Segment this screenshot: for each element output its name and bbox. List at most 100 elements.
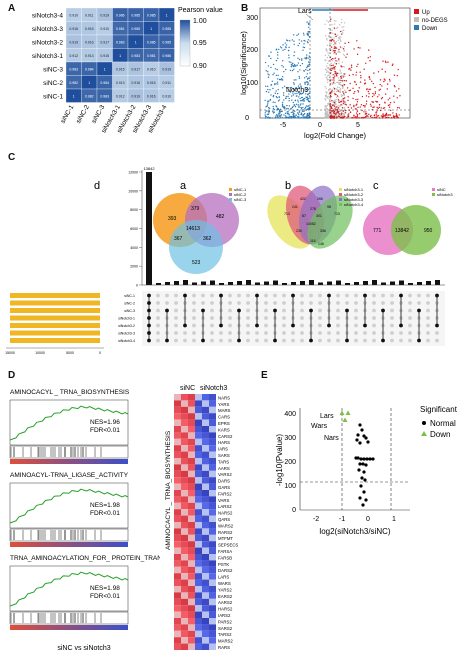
heat-cell	[174, 637, 181, 644]
volcano-point	[352, 97, 354, 100]
heatmap-cell-value: 0.984	[100, 81, 109, 85]
heat-cell	[209, 406, 216, 414]
intersection-bar	[354, 282, 359, 285]
volcano-point	[364, 82, 366, 85]
volcano-point	[389, 109, 392, 112]
volcano-point	[275, 49, 277, 51]
volcano-point	[292, 112, 295, 114]
heat-cell	[209, 554, 216, 561]
rank-gradient	[42, 625, 44, 630]
volcano-point	[305, 109, 308, 111]
volcano-point	[298, 116, 300, 118]
volcano-point	[378, 104, 381, 106]
volcano-point	[326, 81, 329, 84]
gene-label: LARS	[218, 575, 229, 580]
heat-cell	[202, 464, 209, 471]
heat-cell	[181, 560, 188, 567]
volcano-point	[357, 63, 359, 66]
volcano-point	[345, 91, 347, 93]
volcano-point	[302, 99, 304, 101]
volcano-point	[269, 98, 272, 101]
volcano-point	[287, 107, 289, 110]
volcano-point	[307, 41, 309, 44]
rank-gradient	[114, 459, 116, 464]
heatmap-cell-value: 0.981	[116, 27, 125, 31]
volcano-point	[329, 49, 332, 52]
e-xtick: -1	[339, 516, 345, 523]
volcano-point	[341, 112, 343, 114]
volcano-point	[331, 29, 333, 31]
matrix-dot	[237, 301, 241, 305]
venn-b-value: 265	[317, 197, 323, 201]
volcano-point	[382, 114, 384, 116]
matrix-dot	[264, 301, 268, 305]
volcano-point	[384, 114, 386, 116]
volcano-point	[334, 65, 336, 68]
matrix-dot	[318, 293, 322, 298]
volcano-point	[302, 100, 305, 102]
matrix-dot	[156, 308, 160, 313]
subpanel-label-d: d	[94, 180, 100, 192]
heat-cell	[188, 547, 195, 554]
volcano-point	[293, 40, 295, 42]
volcano-point	[278, 48, 280, 51]
rank-gradient	[78, 542, 80, 547]
gene-label: SARS	[218, 453, 230, 458]
volcano-point	[278, 96, 280, 98]
intersection-bar	[210, 280, 215, 285]
gene-label: TARS2	[218, 632, 232, 637]
volcano-point	[288, 100, 290, 102]
volcano-point	[345, 109, 347, 112]
heat-side-label: AMINOCACYL _ TRNA_BIOSYNTHESIS	[165, 430, 172, 550]
matrix-dot	[264, 331, 268, 335]
volcano-point	[267, 107, 270, 109]
heat-cell	[209, 509, 216, 516]
intersection-bar	[327, 281, 332, 285]
volcano-point	[298, 58, 301, 61]
volcano-point	[278, 109, 281, 112]
volcano-point	[348, 89, 350, 92]
heat-cell	[202, 547, 209, 554]
normal-point	[361, 503, 365, 507]
volcano-point	[332, 81, 335, 83]
volcano-point	[383, 107, 386, 109]
volcano-point	[343, 79, 346, 82]
volcano-point	[338, 58, 340, 60]
volcano-point	[277, 57, 279, 59]
volcano-point	[396, 74, 399, 77]
matrix-dot	[381, 293, 385, 298]
rank-gradient	[12, 542, 14, 547]
rank-gradient	[122, 542, 124, 547]
volcano-point	[346, 117, 348, 119]
heat-cell	[202, 618, 209, 625]
volcano-point	[307, 30, 310, 33]
volcano-point	[335, 41, 338, 43]
volcano-point	[334, 75, 336, 77]
volcano-point	[339, 30, 342, 33]
matrix-dot	[381, 338, 385, 343]
volcano-point	[332, 104, 334, 107]
heat-cell	[195, 586, 202, 593]
volcano-point	[358, 87, 360, 89]
heatmap-cell-value: 1	[135, 40, 137, 44]
heat-cell	[188, 586, 195, 593]
matrix-dot	[192, 316, 196, 320]
volcano-point	[399, 95, 401, 97]
matrix-dot	[318, 338, 322, 343]
volcano-point	[332, 74, 334, 76]
volcano-point	[298, 86, 300, 89]
volcano-point	[327, 95, 329, 98]
rank-gradient	[90, 542, 92, 547]
matrix-dot	[408, 331, 412, 335]
heat-cell	[195, 438, 202, 446]
rank-gradient	[36, 542, 38, 547]
volcano-point	[304, 89, 306, 91]
volcano-point	[397, 68, 399, 71]
matrix-dot	[408, 338, 412, 343]
volcano-point	[293, 79, 295, 81]
volcano-point	[287, 90, 290, 92]
volcano-xtick: 0	[318, 122, 322, 129]
volcano-point	[336, 110, 339, 112]
matrix-dot	[318, 308, 322, 313]
panel-label-d: D	[8, 370, 16, 381]
